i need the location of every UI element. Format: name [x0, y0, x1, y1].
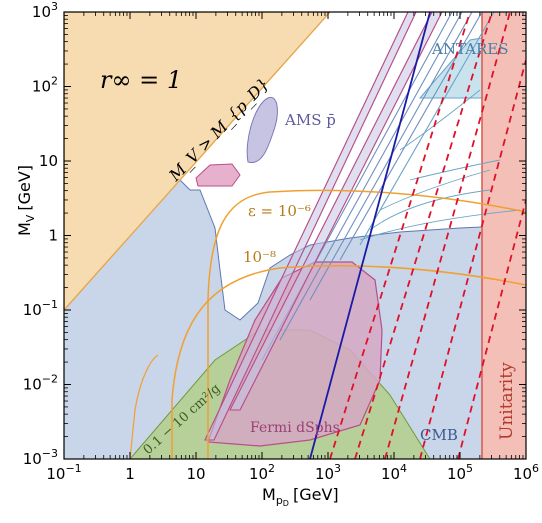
- y-tick-label: 1: [48, 227, 58, 245]
- unitarity-label: Unitarity: [497, 362, 517, 440]
- x-tick-label: 10: [186, 465, 205, 483]
- fermi-region: [207, 261, 383, 447]
- x-axis: 10−1 1 10 102 103 104 105 106: [46, 12, 539, 483]
- red-dashed-line: [354, 12, 493, 459]
- scatter-contour: [359, 209, 521, 241]
- stripe-contour: [359, 12, 495, 246]
- x-tick-label: 104: [381, 462, 407, 483]
- x-axis-title: MpD [GeV]: [262, 485, 339, 508]
- stripe-contour: [279, 12, 463, 341]
- r-inf-label: r∞ = 1: [100, 66, 182, 94]
- eps-1e-8-curve: [171, 264, 526, 459]
- eps8-label: 10⁻⁸: [243, 248, 276, 266]
- red-dashed-line: [457, 199, 526, 459]
- x-tick-label: 106: [513, 462, 539, 483]
- red-dashed-lines: [329, 12, 526, 459]
- ams-region: [246, 96, 278, 164]
- red-dashed-line: [329, 12, 471, 459]
- x-tick-label: 105: [447, 462, 473, 483]
- eps6-label: ε = 10⁻⁶: [248, 202, 311, 220]
- x-tick-label: 10−1: [46, 462, 81, 483]
- red-dashed-line: [384, 12, 511, 459]
- scatter-contour: [369, 189, 491, 231]
- x-tick-label: 102: [249, 462, 275, 483]
- y-tick-label: 10−3: [23, 447, 58, 468]
- y-tick-label: 102: [32, 75, 58, 96]
- ams-label: AMS p̄: [284, 111, 336, 129]
- y-axis: 10−3 10−2 10−1 1 10 102 103: [23, 0, 526, 468]
- eps-1e-6-curve: [207, 189, 526, 459]
- stripe-fill: [229, 12, 443, 411]
- x-tick-label: 103: [315, 462, 341, 483]
- x-tick-label: 1: [125, 465, 135, 483]
- relic-blue-line: [309, 12, 431, 459]
- pink-blob: [195, 163, 241, 187]
- stripe-fill: [204, 12, 417, 441]
- fermi-label: Fermi dSphs: [250, 420, 340, 436]
- y-axis-title: MV[GeV]: [15, 165, 37, 236]
- y-tick-label: 10−1: [23, 298, 58, 319]
- y-tick-label: 103: [32, 0, 58, 21]
- red-dashed-line: [419, 59, 526, 459]
- scatter-contour: [379, 169, 491, 211]
- antares-label: ANTARES: [431, 40, 509, 58]
- y-tick-label: 10: [39, 152, 58, 170]
- plot-area: [64, 12, 526, 459]
- eps-small-curve: [129, 354, 159, 459]
- y-tick-label: 10−2: [23, 373, 58, 394]
- stripe-contour: [339, 12, 483, 261]
- stripe-fills: [204, 12, 443, 441]
- cmb-label: CMB: [420, 426, 458, 444]
- mv-gt-mpd-region: [64, 12, 331, 311]
